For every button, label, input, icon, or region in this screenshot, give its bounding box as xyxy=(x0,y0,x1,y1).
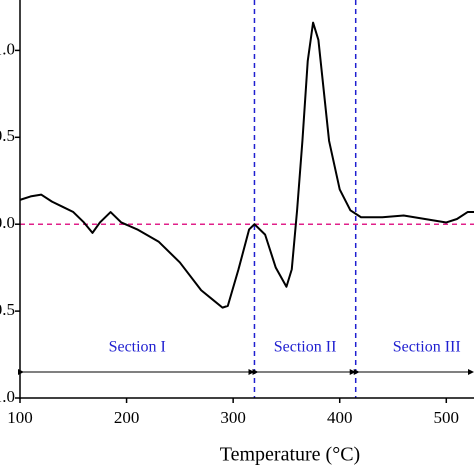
section-label: Section I xyxy=(109,339,166,356)
data-line xyxy=(19,21,474,309)
section-label: Section III xyxy=(393,339,461,356)
x-tick-label: 500 xyxy=(434,408,460,427)
y-tick-label: 1.0 xyxy=(0,39,15,58)
y-tick-label: 0.0 xyxy=(0,213,15,232)
x-tick-label: 400 xyxy=(327,408,353,427)
section-label: Section II xyxy=(274,339,337,356)
y-tick-label: 0.5 xyxy=(0,126,15,145)
y-tick-label: -1.0 xyxy=(0,387,15,406)
x-tick-label: 200 xyxy=(114,408,140,427)
x-tick-label: 300 xyxy=(220,408,246,427)
x-tick-label: 100 xyxy=(7,408,33,427)
y-tick-label: -0.5 xyxy=(0,300,15,319)
x-axis-label: Temperature (°C) xyxy=(220,444,360,466)
